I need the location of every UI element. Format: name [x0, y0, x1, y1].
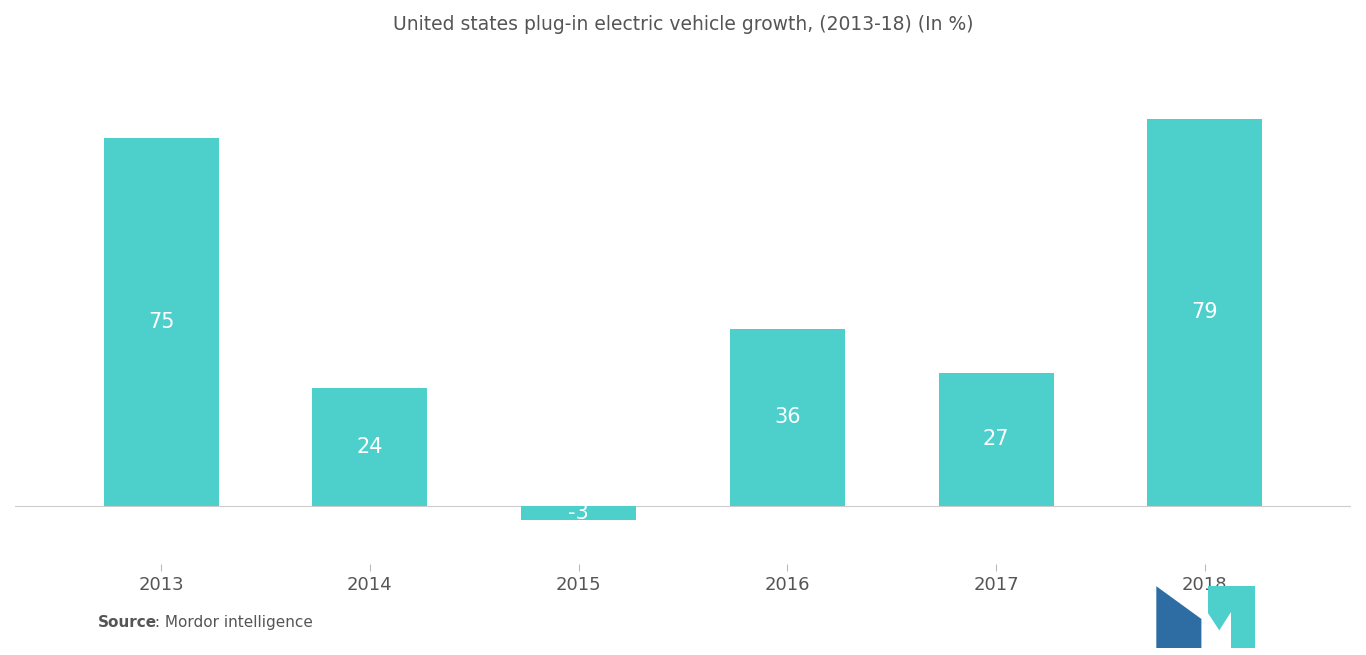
Text: 75: 75 — [148, 312, 175, 332]
Text: Source: Source — [98, 615, 157, 630]
Polygon shape — [1156, 586, 1202, 648]
Bar — [313, 388, 428, 506]
Text: 27: 27 — [984, 430, 1009, 449]
Text: 79: 79 — [1191, 302, 1218, 322]
Text: : Mordor intelligence: : Mordor intelligence — [150, 615, 313, 630]
Text: 36: 36 — [775, 407, 800, 428]
Bar — [522, 506, 637, 520]
Title: United states plug-in electric vehicle growth, (2013-18) (In %): United states plug-in electric vehicle g… — [393, 15, 973, 34]
Polygon shape — [1208, 612, 1231, 648]
Bar — [938, 373, 1053, 506]
Bar — [104, 138, 219, 506]
Bar — [729, 329, 844, 506]
Text: 24: 24 — [357, 437, 382, 457]
Text: -3: -3 — [568, 503, 589, 523]
Bar — [1147, 119, 1262, 506]
Polygon shape — [1208, 586, 1254, 648]
